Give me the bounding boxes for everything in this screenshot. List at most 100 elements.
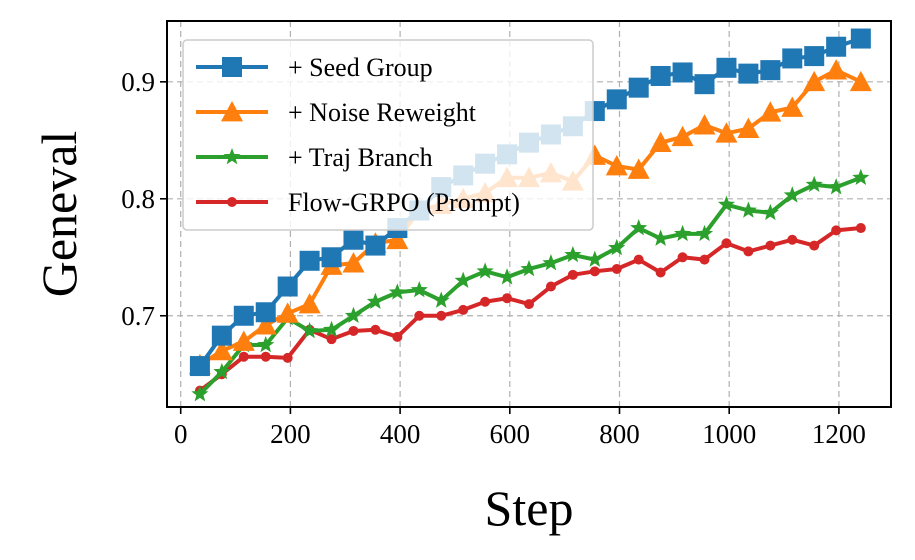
data-point [627, 158, 650, 179]
data-point [826, 36, 847, 57]
data-point [255, 302, 276, 323]
data-point [454, 271, 472, 288]
data-point [254, 314, 277, 335]
data-point [564, 245, 582, 263]
legend: + Seed Group + Noise Reweight + Traj Branc… [182, 39, 594, 231]
x-tick-label: 600 [490, 419, 531, 449]
data-point [715, 122, 738, 143]
data-point [671, 125, 694, 147]
data-point [783, 186, 801, 203]
data-point [322, 320, 341, 338]
data-point [787, 234, 798, 245]
data-point [608, 238, 626, 256]
data-point [738, 63, 759, 84]
data-point [805, 175, 823, 193]
data-point [520, 259, 538, 277]
data-point [191, 385, 209, 402]
x-tick-label: 0 [174, 419, 188, 449]
data-point [298, 293, 321, 314]
data-point [716, 57, 737, 78]
legend-item-noise-reweight: + Noise Reweight [196, 98, 477, 127]
data-point [545, 281, 556, 292]
data-point [498, 268, 516, 285]
data-point [672, 62, 693, 83]
y-axis-label: Geneval [31, 131, 87, 298]
x-tick-label: 1000 [702, 419, 756, 449]
legend-marker [227, 197, 237, 207]
data-point [855, 223, 866, 234]
data-point [366, 292, 384, 310]
data-point [276, 302, 299, 323]
data-point [694, 74, 715, 95]
data-point [589, 266, 600, 277]
data-point [737, 117, 760, 138]
data-point [342, 252, 365, 273]
data-point [388, 283, 406, 300]
data-point [759, 101, 782, 122]
data-point [781, 96, 804, 117]
plot-area-frame [166, 20, 892, 408]
data-point [476, 262, 494, 279]
data-point [392, 331, 403, 342]
data-point [343, 229, 364, 250]
data-point [849, 70, 872, 92]
data-point [761, 203, 779, 221]
data-point [721, 238, 732, 249]
legend-item-traj-branch: + Traj Branch [196, 143, 433, 172]
x-tick-label: 400 [380, 419, 421, 449]
data-point [282, 352, 293, 363]
data-point [260, 351, 271, 362]
data-point [436, 310, 447, 321]
data-point [652, 229, 670, 246]
data-point [189, 356, 210, 377]
data-point [804, 46, 825, 67]
data-point [277, 276, 298, 297]
data-point [743, 246, 754, 257]
data-point [414, 310, 425, 321]
data-point [524, 299, 534, 310]
data-point [650, 65, 671, 86]
data-point [782, 48, 803, 69]
data-point [739, 201, 757, 218]
series-traj-branch [191, 168, 870, 402]
data-point [677, 252, 688, 263]
data-point [586, 250, 604, 267]
legend-item-seed-group: + Seed Group [196, 53, 433, 82]
data-point [695, 224, 714, 242]
data-point [480, 296, 491, 307]
data-point [238, 351, 249, 362]
data-point [850, 28, 871, 49]
data-point [605, 155, 628, 176]
data-point [825, 59, 848, 80]
data-point [213, 362, 231, 380]
data-point [210, 339, 233, 361]
y-tick-label: 0.9 [121, 67, 155, 97]
y-tick-label: 0.7 [121, 301, 155, 331]
data-point [809, 240, 820, 251]
data-point [567, 269, 578, 280]
data-point [410, 281, 428, 298]
data-point [386, 228, 409, 250]
x-axis-label: Step [485, 480, 574, 536]
legend-label: + Traj Branch [288, 143, 433, 172]
data-point [301, 321, 319, 339]
legend-marker [222, 57, 242, 77]
data-point [693, 114, 716, 135]
data-point [827, 178, 845, 195]
data-point [365, 235, 386, 256]
data-point [542, 254, 560, 271]
data-point [760, 60, 781, 81]
data-point [257, 336, 275, 353]
data-point [803, 70, 826, 92]
legend-box [182, 39, 594, 231]
data-point [628, 77, 649, 98]
data-point [344, 306, 363, 324]
data-point [699, 254, 710, 265]
data-point [299, 250, 320, 271]
data-point [321, 247, 342, 268]
x-tick-label: 800 [599, 419, 640, 449]
data-point [326, 334, 337, 345]
legend-label: Flow-GRPO (Prompt) [288, 188, 520, 217]
data-point [630, 219, 648, 236]
